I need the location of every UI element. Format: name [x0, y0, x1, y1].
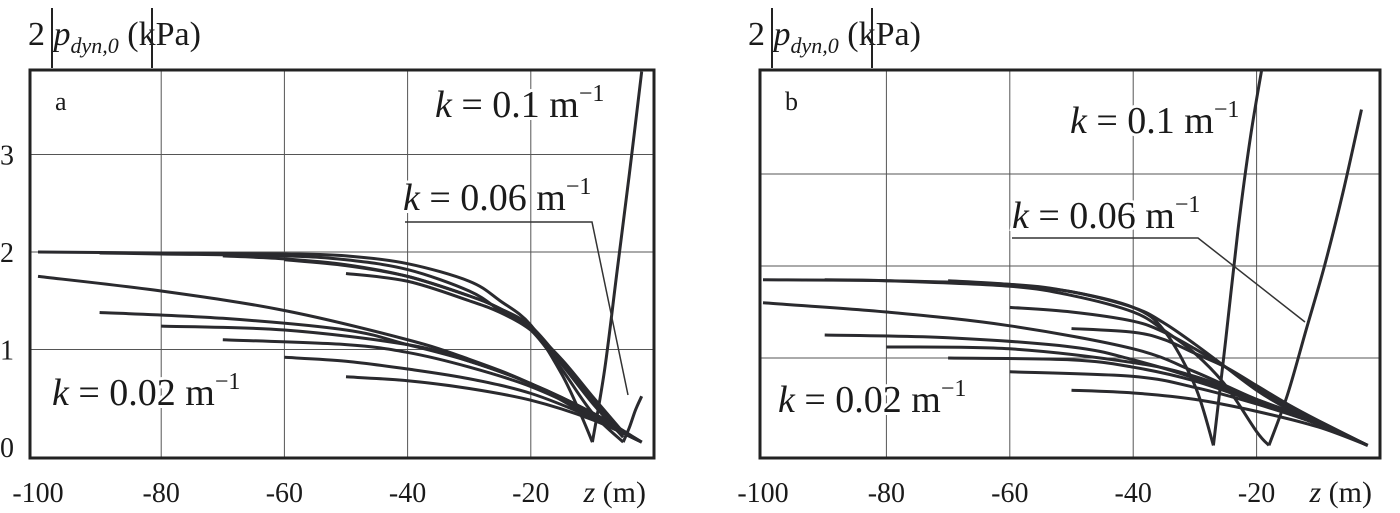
annotation-var: k [1012, 195, 1030, 237]
annotation-sup: −1 [1214, 97, 1240, 123]
panel-a: -100 -80 -60 -40 -20 z (m) 0 1 2 3 2 pdyn,0 (kPa) a… [0, 8, 656, 509]
y-axis-subscript: dyn,0 [791, 33, 839, 58]
y-tick-label: 1 [0, 336, 14, 367]
x-tick-label: -80 [868, 478, 905, 509]
annotation-var: k [1070, 100, 1088, 142]
series-line [345, 271, 625, 434]
series-line [1071, 388, 1369, 447]
annotation-sup: −1 [579, 81, 605, 107]
x-tick-label: -20 [512, 478, 549, 509]
annotation-sup: −1 [1175, 192, 1201, 218]
series-line [284, 355, 643, 444]
annotation-label: k = 0.06 m−1 [403, 174, 591, 219]
panel-b: -100 -80 -60 -40 -20 z (m) 2 pdyn,0 (kPa) b k = … [737, 8, 1382, 509]
y-tick-label: 0 [0, 433, 14, 464]
y-tick-label: 3 [0, 141, 14, 172]
x-axis-label: z (m) [582, 476, 646, 509]
y-axis-prefix: 2 [28, 16, 45, 53]
series-line [1009, 305, 1369, 447]
x-axis-var: z [1308, 476, 1321, 509]
series-line [284, 258, 625, 437]
x-tick-label: -100 [12, 478, 63, 509]
annotation-text: = 0.02 m [69, 372, 215, 414]
annotation-label: k = 0.1 m−1 [1070, 97, 1239, 142]
panel-label: b [785, 87, 798, 116]
series-line [824, 278, 1271, 447]
annotation-leader [1012, 237, 1306, 323]
annotation-var: k [52, 372, 70, 414]
curves [762, 70, 1369, 447]
x-tick-label: -80 [143, 478, 180, 509]
series-line [1267, 109, 1363, 446]
series-line [590, 71, 644, 443]
annotation-label: k = 0.02 m−1 [778, 376, 966, 421]
y-axis-var: p [772, 16, 791, 53]
y-axis-var: p [52, 16, 71, 53]
annotation-text: = 0.1 m [1087, 100, 1214, 142]
curves [37, 71, 644, 444]
plot-frame [28, 68, 656, 460]
annotation-label: k = 0.1 m−1 [435, 81, 604, 126]
annotation-text: = 0.06 m [420, 177, 566, 219]
x-tick-label: -40 [1115, 478, 1152, 509]
annotation-leader [405, 221, 629, 396]
series-line [222, 338, 643, 444]
annotation-sup: −1 [566, 174, 592, 200]
annotation-text: = 0.1 m [452, 84, 579, 126]
x-axis-label: z (m) [1308, 476, 1372, 509]
y-axis-unit: (kPa) [839, 16, 921, 53]
x-tick-label: -40 [389, 478, 426, 509]
panel-label: a [55, 87, 67, 116]
x-axis-var: z [582, 476, 595, 509]
annotation-label: k = 0.06 m−1 [1012, 192, 1200, 237]
y-axis-prefix: 2 [748, 16, 765, 53]
series-line [1071, 327, 1369, 447]
annotation-text: = 0.02 m [795, 379, 941, 421]
annotation-label: k = 0.02 m−1 [52, 369, 240, 414]
x-tick-label: -60 [991, 478, 1028, 509]
series-line [345, 375, 643, 444]
y-axis-subscript: dyn,0 [71, 33, 119, 58]
x-tick-label: -60 [266, 478, 303, 509]
annotation-var: k [435, 84, 453, 126]
x-axis-unit: (m) [1321, 476, 1372, 509]
annotation-var: k [778, 379, 796, 421]
y-tick-label: 2 [0, 238, 14, 269]
x-tick-label: -20 [1238, 478, 1275, 509]
annotation-text: = 0.06 m [1029, 195, 1175, 237]
series-line [1009, 370, 1369, 447]
x-axis-unit: (m) [595, 476, 646, 509]
series-line [161, 324, 643, 444]
series-line [886, 345, 1369, 447]
annotation-sup: −1 [941, 376, 967, 402]
y-axis-label: 2 pdyn,0 (kPa) [748, 16, 921, 58]
y-axis-label: 2 pdyn,0 (kPa) [28, 16, 201, 58]
annotation-sup: −1 [215, 369, 241, 395]
annotation-var: k [403, 177, 421, 219]
y-axis-unit: (kPa) [119, 16, 201, 53]
x-tick-label: -100 [737, 478, 788, 509]
plot-frame [758, 68, 1382, 460]
